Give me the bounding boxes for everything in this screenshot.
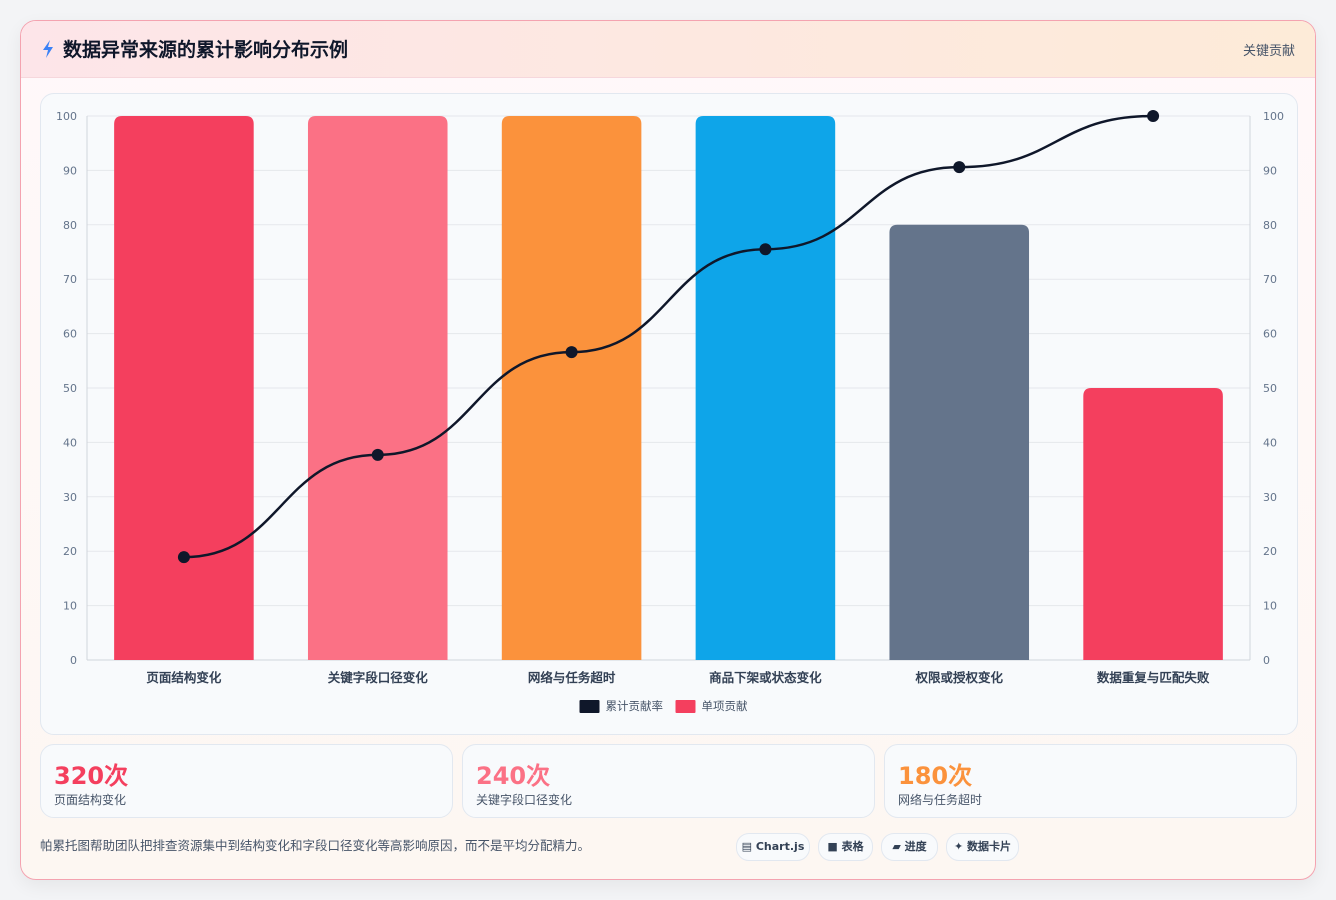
sparkle-icon: ✦ [953, 840, 964, 853]
y2-tick-label: 80 [1263, 219, 1277, 232]
chart-card: 数据异常来源的累计影响分布示例 关键贡献 0 10 20 30 40 50 60 70 80 90… [20, 20, 1316, 880]
pill-chartjs[interactable]: ▤ Chart.js [736, 833, 810, 861]
pill-label: 表格 [841, 840, 864, 853]
line-point [177, 551, 190, 564]
bar [695, 116, 836, 660]
x-tick-label: 网络与任务超时 [528, 670, 616, 685]
y-tick-label: 50 [63, 382, 77, 395]
pill-label: 进度 [904, 840, 927, 853]
header-tag: 关键贡献 [1242, 44, 1295, 59]
line-point [565, 346, 578, 359]
y2-tick-label: 20 [1263, 545, 1277, 558]
stat-label: 关键字段口径变化 [476, 793, 573, 807]
x-tick-label: 页面结构变化 [146, 670, 222, 685]
stat-card: 240次 关键字段口径变化 [462, 744, 875, 818]
pill-data-cards[interactable]: ✦ 数据卡片 [946, 833, 1019, 861]
y-tick-label: 80 [63, 219, 77, 232]
y2-tick-label: 90 [1263, 164, 1277, 177]
stat-card: 180次 网络与任务超时 [884, 744, 1297, 818]
legend-item-cumulative-swatch [579, 700, 600, 713]
pareto-chart: 0 10 20 30 40 50 60 70 80 90 100 0 10 20 30 40 50 60 70 80 9… [56, 110, 1284, 713]
y2-tick-label: 40 [1263, 436, 1277, 449]
y-tick-label: 70 [63, 273, 77, 286]
stat-card: 320次 页面结构变化 [40, 744, 453, 818]
bar [307, 116, 448, 660]
x-tick-label: 关键字段口径变化 [328, 670, 429, 685]
bar [501, 116, 642, 660]
y-tick-label: 40 [63, 436, 77, 449]
y-tick-label: 10 [63, 600, 77, 613]
line-point [1147, 110, 1160, 122]
pill-label: 数据卡片 [967, 840, 1012, 853]
stat-value: 320次 [54, 762, 129, 790]
y2-tick-label: 50 [1263, 382, 1277, 395]
y-tick-label: 0 [70, 654, 77, 667]
pill-table[interactable]: ■ 表格 [818, 833, 873, 861]
y-tick-label: 30 [63, 491, 77, 504]
y-tick-label: 100 [56, 110, 77, 123]
card-header: 数据异常来源的累计影响分布示例 关键贡献 [21, 21, 1315, 78]
line-point [371, 448, 384, 461]
y-tick-label: 20 [63, 545, 77, 558]
y2-tick-label: 100 [1263, 110, 1284, 123]
line-point [953, 161, 966, 174]
legend-item-single-swatch [675, 700, 696, 713]
pill-progress[interactable]: ▰ 进度 [881, 833, 938, 861]
x-tick-label: 数据重复与匹配失败 [1096, 670, 1210, 685]
x-tick-label: 权限或授权变化 [914, 670, 1003, 685]
legend-item-single-label: 单项贡献 [702, 699, 748, 713]
progress-icon: ▰ [892, 840, 901, 853]
y-tick-label: 60 [63, 328, 77, 341]
y2-tick-label: 30 [1263, 491, 1277, 504]
y2-tick-label: 10 [1263, 600, 1277, 613]
line-point [759, 243, 772, 256]
lightning-icon [43, 40, 53, 58]
stat-value: 240次 [476, 762, 551, 790]
y2-tick-label: 60 [1263, 328, 1277, 341]
x-tick-label: 商品下架或状态变化 [709, 670, 822, 685]
footer-note: 帕累托图帮助团队把排查资源集中到结构变化和字段口径变化等高影响原因，而不是平均分… [40, 838, 591, 853]
bar [1083, 388, 1223, 660]
pill-label: Chart.js [755, 840, 805, 853]
y2-tick-label: 70 [1263, 273, 1277, 286]
bar [889, 224, 1030, 661]
legend-item-cumulative-label: 累计贡献率 [606, 699, 664, 713]
y-tick-label: 90 [63, 164, 77, 177]
chart-icon: ▤ [741, 840, 753, 853]
table-icon: ■ [827, 840, 838, 853]
chart-panel: 0 10 20 30 40 50 60 70 80 90 100 0 10 20 30 40 50 60 70 80 9… [40, 93, 1298, 735]
page-title: 数据异常来源的累计影响分布示例 [63, 39, 349, 61]
stat-value: 180次 [898, 762, 973, 790]
bar [114, 116, 254, 660]
y2-tick-label: 0 [1263, 654, 1270, 667]
cumulative-line [183, 114, 1154, 559]
stat-label: 网络与任务超时 [898, 793, 983, 807]
stat-label: 页面结构变化 [54, 793, 127, 807]
